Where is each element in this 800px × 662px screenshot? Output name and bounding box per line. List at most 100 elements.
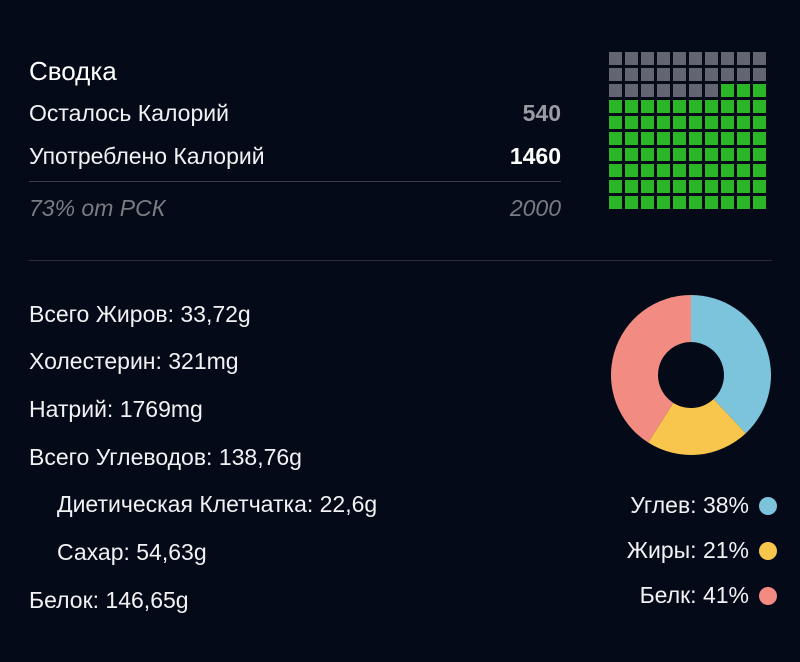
waffle-cell-filled [721,116,734,129]
waffle-cell-filled [657,180,670,193]
waffle-cell-empty [657,84,670,97]
waffle-cell-filled [609,180,622,193]
summary-divider [29,181,561,182]
waffle-cell-filled [625,116,638,129]
legend-item-fats: Жиры: 21% [627,537,777,564]
sugar-text: Сахар: 54,63g [57,539,207,565]
waffle-cell-empty [705,52,718,65]
waffle-cell-filled [737,84,750,97]
waffle-cell-empty [625,52,638,65]
waffle-cell-filled [641,196,654,209]
waffle-cell-empty [673,84,686,97]
waffle-cell-filled [689,196,702,209]
waffle-cell-empty [753,52,766,65]
waffle-cell-filled [641,132,654,145]
donut-slice-carbs [691,295,771,434]
waffle-cell-filled [737,164,750,177]
waffle-cell-filled [721,84,734,97]
waffle-cell-filled [625,180,638,193]
waffle-cell-filled [609,116,622,129]
waffle-cell-filled [641,116,654,129]
waffle-cell-empty [689,68,702,81]
waffle-cell-filled [721,100,734,113]
waffle-cell-filled [673,116,686,129]
waffle-cell-empty [625,68,638,81]
waffle-cell-empty [641,84,654,97]
calorie-waffle-chart [609,52,773,216]
waffle-cell-filled [737,116,750,129]
waffle-cell-filled [705,180,718,193]
waffle-cell-filled [705,196,718,209]
waffle-cell-filled [641,180,654,193]
waffle-cell-empty [737,68,750,81]
waffle-cell-filled [673,196,686,209]
waffle-cell-filled [753,196,766,209]
waffle-cell-filled [641,164,654,177]
waffle-cell-filled [673,180,686,193]
waffle-cell-filled [721,132,734,145]
waffle-cell-filled [641,100,654,113]
cholesterol-text: Холестерин: 321mg [29,348,239,374]
waffle-cell-filled [689,116,702,129]
legend-item-carbs: Углев: 38% [630,492,777,519]
waffle-cell-filled [737,132,750,145]
waffle-cell-filled [753,84,766,97]
legend-dot-carbs [759,496,777,515]
waffle-cell-filled [737,148,750,161]
waffle-cell-filled [657,148,670,161]
waffle-cell-filled [673,148,686,161]
waffle-cell-filled [721,196,734,209]
waffle-cell-empty [641,52,654,65]
waffle-cell-empty [705,84,718,97]
waffle-cell-filled [737,100,750,113]
waffle-cell-filled [673,100,686,113]
waffle-cell-filled [657,100,670,113]
waffle-cell-empty [625,84,638,97]
waffle-cell-empty [705,68,718,81]
section-divider [29,260,772,261]
waffle-cell-empty [657,52,670,65]
waffle-cell-filled [657,116,670,129]
fiber-text: Диетическая Клетчатка: 22,6g [57,491,378,517]
waffle-cell-filled [673,132,686,145]
waffle-cell-filled [625,196,638,209]
waffle-cell-filled [689,164,702,177]
waffle-cell-filled [673,164,686,177]
waffle-cell-filled [625,132,638,145]
consumed-calories-value: 1460 [509,143,561,169]
legend-label-carbs: Углев: 38% [630,492,749,518]
waffle-cell-filled [721,164,734,177]
waffle-cell-empty [721,68,734,81]
waffle-cell-filled [625,164,638,177]
waffle-cell-filled [625,148,638,161]
waffle-cell-empty [737,52,750,65]
waffle-cell-filled [689,100,702,113]
waffle-cell-empty [641,68,654,81]
total-carbs-text: Всего Углеводов: 138,76g [29,444,302,470]
waffle-cell-filled [753,116,766,129]
waffle-cell-empty [609,68,622,81]
waffle-cell-empty [673,68,686,81]
waffle-cell-filled [705,164,718,177]
waffle-cell-filled [705,116,718,129]
waffle-cell-filled [657,164,670,177]
waffle-cell-filled [737,196,750,209]
waffle-cell-filled [753,100,766,113]
consumed-calories-label: Употреблено Калорий [29,143,265,169]
remaining-calories-value: 540 [522,100,561,126]
waffle-cell-empty [689,84,702,97]
waffle-cell-filled [625,100,638,113]
donut-slice-protein [611,295,691,443]
remaining-calories-label: Осталось Калорий [29,100,229,126]
waffle-cell-filled [689,148,702,161]
sodium-text: Натрий: 1769mg [29,396,203,422]
waffle-cell-filled [657,132,670,145]
protein-text: Белок: 146,65g [29,587,189,613]
waffle-cell-filled [609,164,622,177]
waffle-cell-filled [753,132,766,145]
legend-dot-protein [759,586,777,605]
legend-label-fats: Жиры: 21% [626,537,749,563]
waffle-cell-filled [737,180,750,193]
waffle-cell-empty [753,68,766,81]
waffle-cell-filled [705,132,718,145]
